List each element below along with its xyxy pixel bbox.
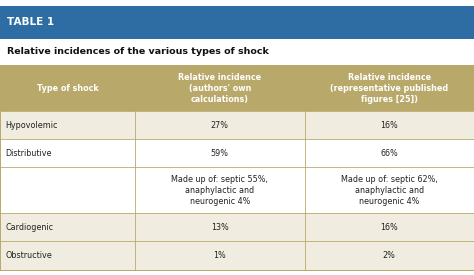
Text: 2%: 2% [383, 251, 396, 260]
Text: Made up of: septic 55%,
anaphylactic and
neurogenic 4%: Made up of: septic 55%, anaphylactic and… [172, 175, 268, 206]
Bar [0, 111, 474, 139]
Text: 13%: 13% [211, 223, 228, 232]
Text: Type of shock: Type of shock [36, 84, 99, 93]
Bar [0, 6, 474, 39]
Bar [0, 167, 474, 213]
Text: 59%: 59% [211, 149, 229, 158]
Text: 1%: 1% [213, 251, 226, 260]
Bar [0, 139, 474, 167]
Bar [0, 213, 474, 241]
Text: Relative incidence
(representative published
figures [25]): Relative incidence (representative publi… [330, 73, 448, 104]
Bar [0, 39, 474, 65]
Bar [0, 241, 474, 270]
Text: Hypovolemic: Hypovolemic [6, 121, 58, 130]
Text: Obstructive: Obstructive [6, 251, 53, 260]
Text: 27%: 27% [211, 121, 229, 130]
Text: 66%: 66% [381, 149, 398, 158]
Text: Distributive: Distributive [6, 149, 52, 158]
Bar [0, 65, 474, 111]
Bar [0, 65, 474, 270]
Text: 16%: 16% [381, 223, 398, 232]
Text: Relative incidences of the various types of shock: Relative incidences of the various types… [7, 48, 269, 56]
Text: Cardiogenic: Cardiogenic [6, 223, 54, 232]
Text: 16%: 16% [381, 121, 398, 130]
Text: Made up of: septic 62%,
anaphylactic and
neurogenic 4%: Made up of: septic 62%, anaphylactic and… [341, 175, 438, 206]
Text: TABLE 1: TABLE 1 [7, 17, 54, 27]
Text: Relative incidence
(authors' own
calculations): Relative incidence (authors' own calcula… [178, 73, 261, 104]
